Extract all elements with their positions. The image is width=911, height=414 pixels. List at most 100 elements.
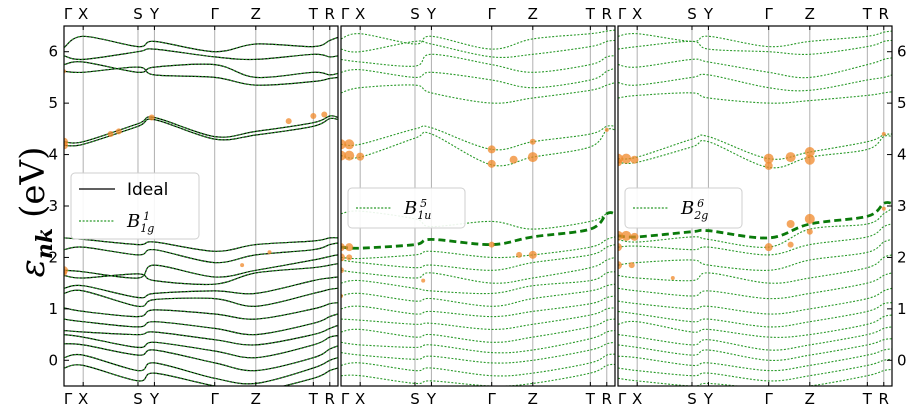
kpoint-label-top: X <box>355 5 365 23</box>
legend: Ideal B1g1 <box>70 172 200 240</box>
kpoint-label-bottom: S <box>133 390 143 408</box>
mode-band-line <box>618 91 892 104</box>
ideal-band-line <box>64 343 338 372</box>
highlighted-band-line <box>341 211 615 250</box>
projection-marker <box>64 269 67 276</box>
kpoint-label-bottom: X <box>632 390 642 408</box>
y-tick-label-right: 6 <box>897 43 907 61</box>
projection-marker <box>310 113 317 119</box>
projection-marker <box>240 263 245 268</box>
mode-band-line <box>341 283 615 307</box>
kpoint-label-top: Γ <box>64 5 73 23</box>
mode-band-line <box>341 341 615 364</box>
projection-marker <box>529 138 536 145</box>
projection-marker <box>509 155 518 164</box>
projection-marker <box>628 262 635 269</box>
mode-band-line <box>618 287 892 315</box>
mode-band-line <box>618 314 892 338</box>
projection-marker <box>806 228 813 235</box>
legend-label-subscript: 2g <box>693 209 708 222</box>
mode-band-line <box>341 295 615 318</box>
kpoint-label-bottom: Γ <box>765 390 774 408</box>
mode-band-line <box>341 256 615 284</box>
mode-band-line <box>618 338 892 361</box>
projection-marker <box>341 253 345 262</box>
mode-band-line <box>618 238 892 271</box>
legend-label: B2g6 <box>680 197 708 222</box>
kpoint-label-bottom: Z <box>805 390 815 408</box>
kpoint-label-top: X <box>78 5 88 23</box>
mode-band-line <box>341 318 615 343</box>
mode-band-line <box>341 29 615 50</box>
mode-band-line <box>64 254 338 279</box>
mode-band-line <box>64 66 338 86</box>
kpoint-label-bottom: Γ <box>618 390 627 408</box>
mode-band-line <box>64 276 338 299</box>
mode-band-line <box>64 237 338 252</box>
kpoint-label-top: X <box>632 5 642 23</box>
kpoint-label-bottom: Y <box>426 390 437 408</box>
mode-band-line <box>618 57 892 79</box>
y-tick-label-right: 2 <box>897 248 907 266</box>
projection-marker <box>786 220 795 228</box>
projection-marker <box>346 254 353 261</box>
projection-marker <box>344 139 355 150</box>
kpoint-label-bottom: R <box>879 390 889 408</box>
mode-band-line <box>618 223 892 256</box>
projection-marker <box>630 232 639 241</box>
projection-marker <box>528 250 537 259</box>
projection-marker <box>618 158 622 167</box>
mode-band-line <box>64 117 338 147</box>
kpoint-label-top: S <box>410 5 420 23</box>
kpoint-label-top: Γ <box>211 5 220 23</box>
kpoint-label-bottom: Z <box>528 390 538 408</box>
y-tick-label-right: 3 <box>897 197 907 215</box>
y-tick-label-right: 1 <box>897 300 907 318</box>
panel-plot-area <box>618 30 892 386</box>
kpoint-label-top: R <box>602 5 612 23</box>
projection-marker <box>487 159 496 168</box>
projection-marker <box>421 278 426 283</box>
ideal-band-line <box>64 237 338 252</box>
ideal-band-line <box>64 302 338 320</box>
projection-marker <box>344 150 355 161</box>
projection-marker <box>670 276 675 280</box>
mode-band-line <box>64 115 338 144</box>
ideal-band-line <box>64 313 338 336</box>
projection-marker <box>115 128 122 135</box>
mode-band-line <box>64 334 338 359</box>
kpoint-label-bottom: Γ <box>488 390 497 408</box>
kpoint-label-top: Z <box>251 5 261 23</box>
projection-marker <box>341 243 345 252</box>
projection-marker <box>621 230 632 241</box>
y-tick-label-left: 0 <box>48 351 58 369</box>
y-tick-label-left: 2 <box>48 248 58 266</box>
kpoint-label-bottom: R <box>325 390 335 408</box>
kpoint-label-bottom: Γ <box>64 390 73 408</box>
mode-band-line <box>341 307 615 330</box>
y-axis-unit: (eV) <box>13 147 53 218</box>
mode-band-line <box>64 343 338 372</box>
projection-marker <box>764 243 773 252</box>
mode-band-line <box>64 242 338 264</box>
kpoint-label-bottom: T <box>308 390 319 408</box>
highlighted-band-line <box>618 201 892 240</box>
kpoint-label-top: R <box>879 5 889 23</box>
mode-band-line <box>618 254 892 284</box>
projection-marker <box>618 261 622 270</box>
projection-marker <box>356 152 365 161</box>
mode-band-line <box>618 73 892 92</box>
mode-band-line <box>618 135 892 169</box>
mode-band-line <box>64 313 338 336</box>
ideal-band-line <box>64 353 338 385</box>
projection-marker <box>321 111 328 118</box>
y-tick-label-left: 6 <box>48 43 58 61</box>
kpoint-label-top: T <box>585 5 596 23</box>
mode-band-line <box>64 302 338 320</box>
kpoint-label-bottom: X <box>355 390 365 408</box>
projection-marker <box>764 161 773 170</box>
